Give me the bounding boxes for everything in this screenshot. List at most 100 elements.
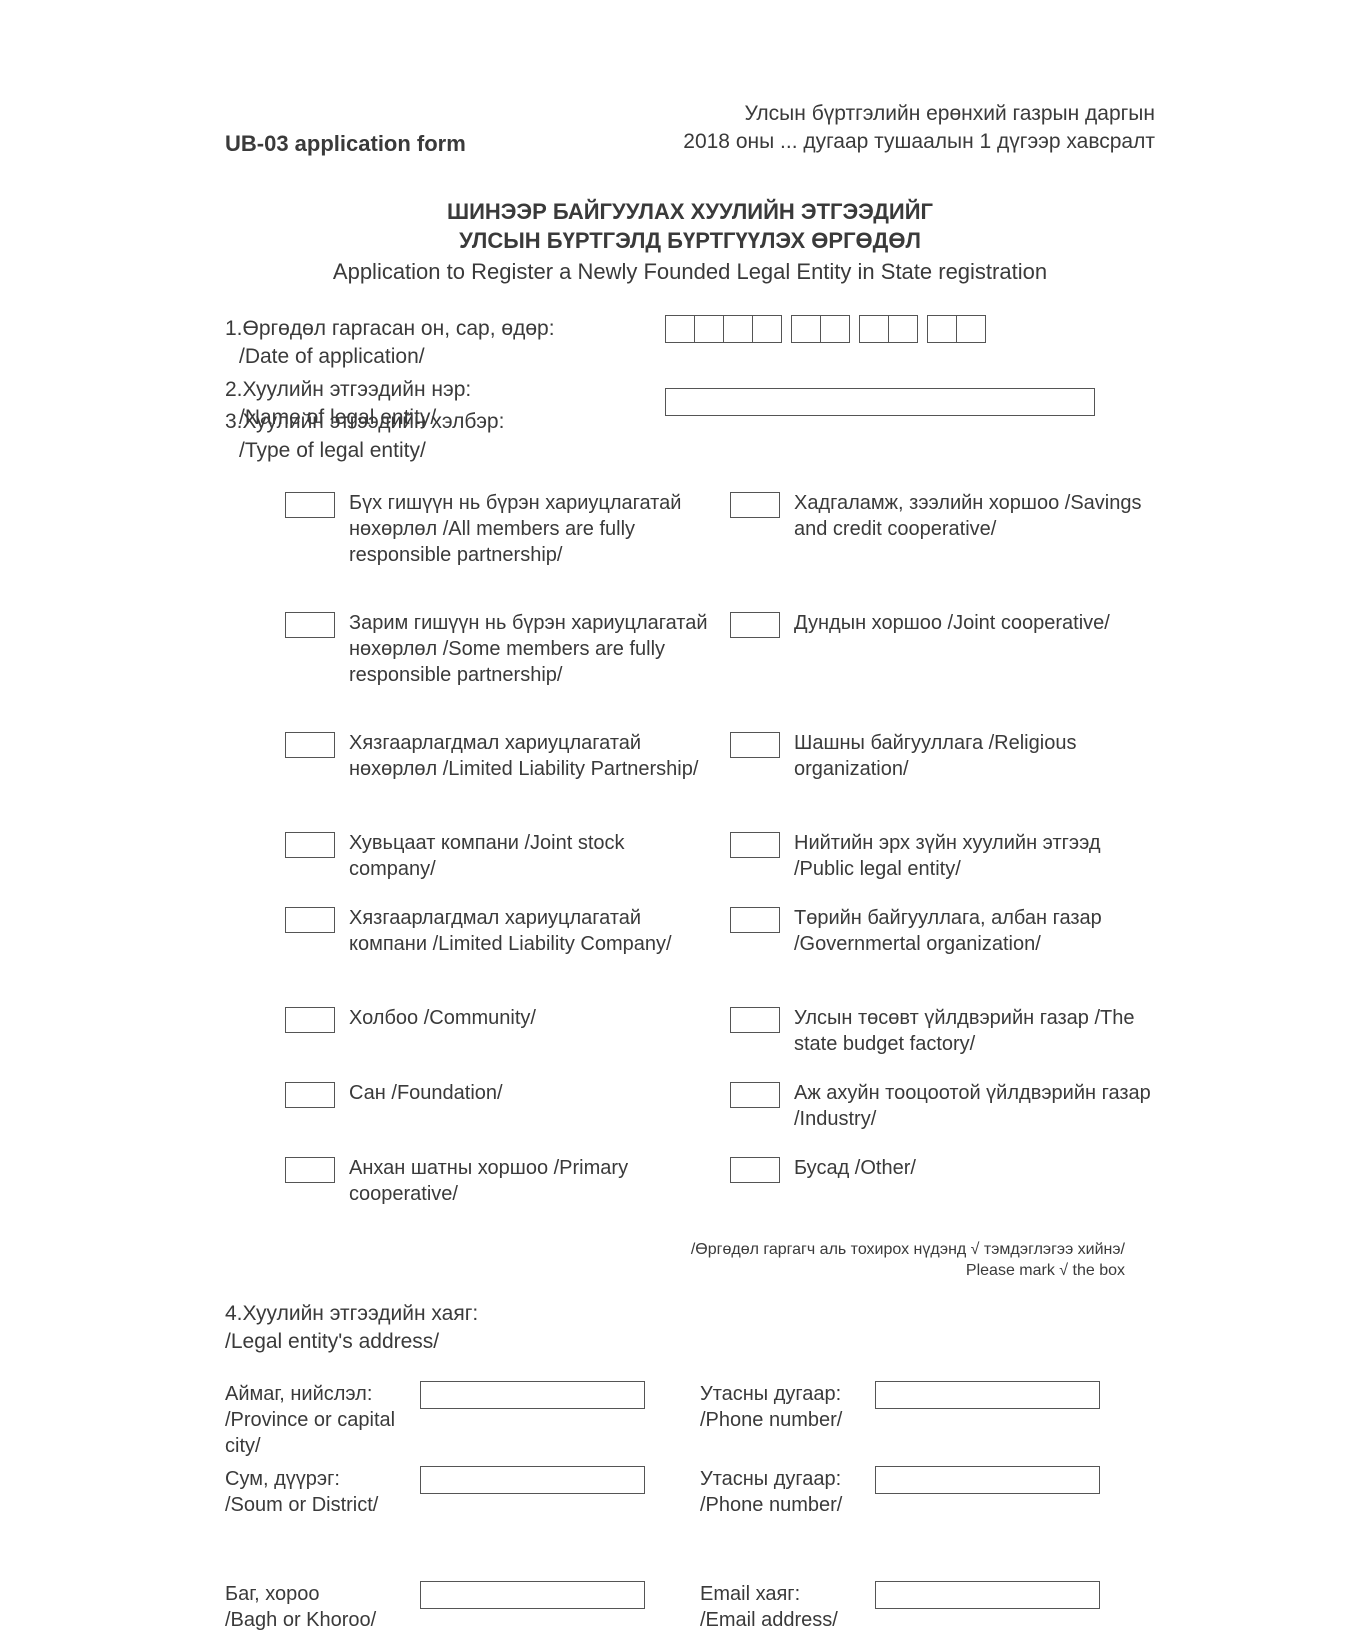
title-en: Application to Register a Newly Founded … [225,259,1155,285]
entity-type-label: Улсын төсөвт үйлдвэрийн газар /The state… [794,1005,1155,1057]
entity-type-label: Нийтийн эрх зүйн хуулийн этгээд /Public … [794,830,1155,882]
address-field-label: Утасны дугаар:/Phone number/ [700,1381,875,1433]
entity-type-label: Сан /Foundation/ [349,1080,503,1106]
header-row: UB-03 application form Улсын бүртгэлийн … [225,100,1155,157]
entity-type-checkbox[interactable] [730,1007,780,1033]
entity-type-checkbox[interactable] [285,832,335,858]
entity-type-label: Хязгаарлагдмал хариуцлагатай компани /Li… [349,905,710,957]
note-mn: /Өргөдөл гаргагч аль тохирох нүдэнд √ тэ… [225,1240,1125,1261]
entity-type-label: Бүх гишүүн нь бүрэн хариуцлагатай нөхөрл… [349,490,710,568]
date-cell[interactable] [888,315,918,343]
entity-type-option: Төрийн байгууллага, албан газар /Governm… [730,905,1155,1005]
entity-type-option: Анхан шатны хоршоо /Primary cooperative/ [285,1155,710,1215]
entity-type-checkbox[interactable] [730,907,780,933]
address-input[interactable] [875,1381,1100,1409]
entity-type-checkbox[interactable] [730,612,780,638]
entity-type-checkbox[interactable] [285,492,335,518]
q4-label-mn: 4.Хуулийн этгээдийн хаяг: [225,1300,1155,1328]
title-mn-line-1: ШИНЭЭР БАЙГУУЛАХ ХУУЛИЙН ЭТГЭЭДИЙГ [225,197,1155,227]
address-row: Email хаяг:/Email address/ [700,1581,1155,1641]
address-field-label: Email хаяг:/Email address/ [700,1581,875,1633]
entity-type-option: Холбоо /Community/ [285,1005,710,1080]
entity-types-col-left: Бүх гишүүн нь бүрэн хариуцлагатай нөхөрл… [285,490,710,1215]
entity-type-option: Хязгаарлагдмал хариуцлагатай нөхөрлөл /L… [285,730,710,830]
entity-type-label: Төрийн байгууллага, албан газар /Governm… [794,905,1155,957]
entity-type-checkbox[interactable] [285,907,335,933]
date-cell[interactable] [723,315,753,343]
q2-label-mn: 2.Хуулийн этгээдийн нэр: [225,376,665,404]
date-cell[interactable] [791,315,821,343]
form-page: UB-03 application form Улсын бүртгэлийн … [225,100,1155,1641]
entity-type-label: Хязгаарлагдмал хариуцлагатай нөхөрлөл /L… [349,730,710,782]
address-label-mn: Баг, хороо [225,1581,420,1607]
address-col-right: Утасны дугаар:/Phone number/Утасны дугаа… [700,1381,1155,1641]
entity-types-grid: Бүх гишүүн нь бүрэн хариуцлагатай нөхөрл… [285,490,1155,1215]
address-label-en: /Phone number/ [700,1407,875,1433]
address-label-mn: Аймаг, нийслэл: [225,1381,420,1407]
q4-label-en: /Legal entity's address/ [225,1328,1155,1356]
address-input[interactable] [875,1581,1100,1609]
address-field-label: Утасны дугаар:/Phone number/ [700,1466,875,1518]
entity-type-option: Бусад /Other/ [730,1155,1155,1215]
date-cell[interactable] [694,315,724,343]
address-grid: Аймаг, нийслэл:/Province or capital city… [225,1381,1155,1641]
date-cell[interactable] [752,315,782,343]
entity-type-label: Хувьцаат компани /Joint stock company/ [349,830,710,882]
question-4-label: 4.Хуулийн этгээдийн хаяг: /Legal entity'… [225,1300,1155,1357]
entity-type-option: Хязгаарлагдмал хариуцлагатай компани /Li… [285,905,710,1005]
entity-type-checkbox[interactable] [730,832,780,858]
address-label-mn: Утасны дугаар: [700,1466,875,1492]
address-input[interactable] [420,1581,645,1609]
date-cell[interactable] [820,315,850,343]
address-label-en: /Province or capital city/ [225,1407,420,1459]
address-label-en: /Bagh or Khoroo/ [225,1607,420,1633]
address-row: Утасны дугаар:/Phone number/ [700,1466,1155,1581]
entity-type-option: Нийтийн эрх зүйн хуулийн этгээд /Public … [730,830,1155,905]
entity-type-checkbox[interactable] [730,1082,780,1108]
date-cell[interactable] [665,315,695,343]
date-cell[interactable] [859,315,889,343]
q1-label-mn: 1.Өргөдөл гаргасан он, сар, өдөр: [225,315,665,343]
q3-label-en: /Type of legal entity/ [239,437,1155,465]
address-label-en: /Email address/ [700,1607,875,1633]
entity-name-input[interactable] [665,388,1095,416]
address-row: Баг, хороо/Bagh or Khoroo/ [225,1581,680,1641]
entity-type-checkbox[interactable] [285,1157,335,1183]
address-field-label: Сум, дүүрэг:/Soum or District/ [225,1466,420,1518]
address-row: Аймаг, нийслэл:/Province or capital city… [225,1381,680,1466]
entity-type-option: Улсын төсөвт үйлдвэрийн газар /The state… [730,1005,1155,1080]
entity-type-option: Хувьцаат компани /Joint stock company/ [285,830,710,905]
entity-type-checkbox[interactable] [730,492,780,518]
entity-type-checkbox[interactable] [285,1082,335,1108]
entity-type-label: Холбоо /Community/ [349,1005,536,1031]
title-mn-line-2: УЛСЫН БҮРТГЭЛД БҮРТГҮҮЛЭХ ӨРГӨДӨЛ [225,226,1155,256]
address-input[interactable] [420,1381,645,1409]
address-label-mn: Сум, дүүрэг: [225,1466,420,1492]
address-field-label: Аймаг, нийслэл:/Province or capital city… [225,1381,420,1459]
entity-type-label: Дундын хоршоо /Joint cooperative/ [794,610,1110,636]
entity-types-col-right: Хадгаламж, зээлийн хоршоо /Savings and c… [730,490,1155,1215]
address-input[interactable] [875,1466,1100,1494]
address-input[interactable] [420,1466,645,1494]
authority-line-1: Улсын бүртгэлийн ерөнхий газрын даргын [683,100,1155,128]
note-en: Please mark √ the box [225,1261,1125,1282]
entity-type-checkbox[interactable] [730,732,780,758]
entity-type-label: Аж ахуйн тооцоотой үйлдвэрийн газар /Ind… [794,1080,1155,1132]
entity-type-option: Бүх гишүүн нь бүрэн хариуцлагатай нөхөрл… [285,490,710,610]
entity-type-checkbox[interactable] [285,732,335,758]
entity-type-checkbox[interactable] [285,1007,335,1033]
entity-type-checkbox[interactable] [285,612,335,638]
entity-type-label: Бусад /Other/ [794,1155,916,1181]
entity-type-option: Дундын хоршоо /Joint cooperative/ [730,610,1155,730]
entity-type-label: Шашны байгууллага /Religious organizatio… [794,730,1155,782]
date-cell[interactable] [927,315,957,343]
authority-line-2: 2018 оны ... дугаар тушаалын 1 дүгээр ха… [683,128,1155,156]
date-cell[interactable] [956,315,986,343]
date-input-cells[interactable] [665,315,986,343]
entity-type-label: Зарим гишүүн нь бүрэн хариуцлагатай нөхө… [349,610,710,688]
title-block: ШИНЭЭР БАЙГУУЛАХ ХУУЛИЙН ЭТГЭЭДИЙГ УЛСЫН… [225,197,1155,285]
entity-type-checkbox[interactable] [730,1157,780,1183]
entity-type-label: Анхан шатны хоршоо /Primary cooperative/ [349,1155,710,1207]
checkbox-instruction-note: /Өргөдөл гаргагч аль тохирох нүдэнд √ тэ… [225,1240,1125,1282]
entity-type-option: Хадгаламж, зээлийн хоршоо /Savings and c… [730,490,1155,610]
